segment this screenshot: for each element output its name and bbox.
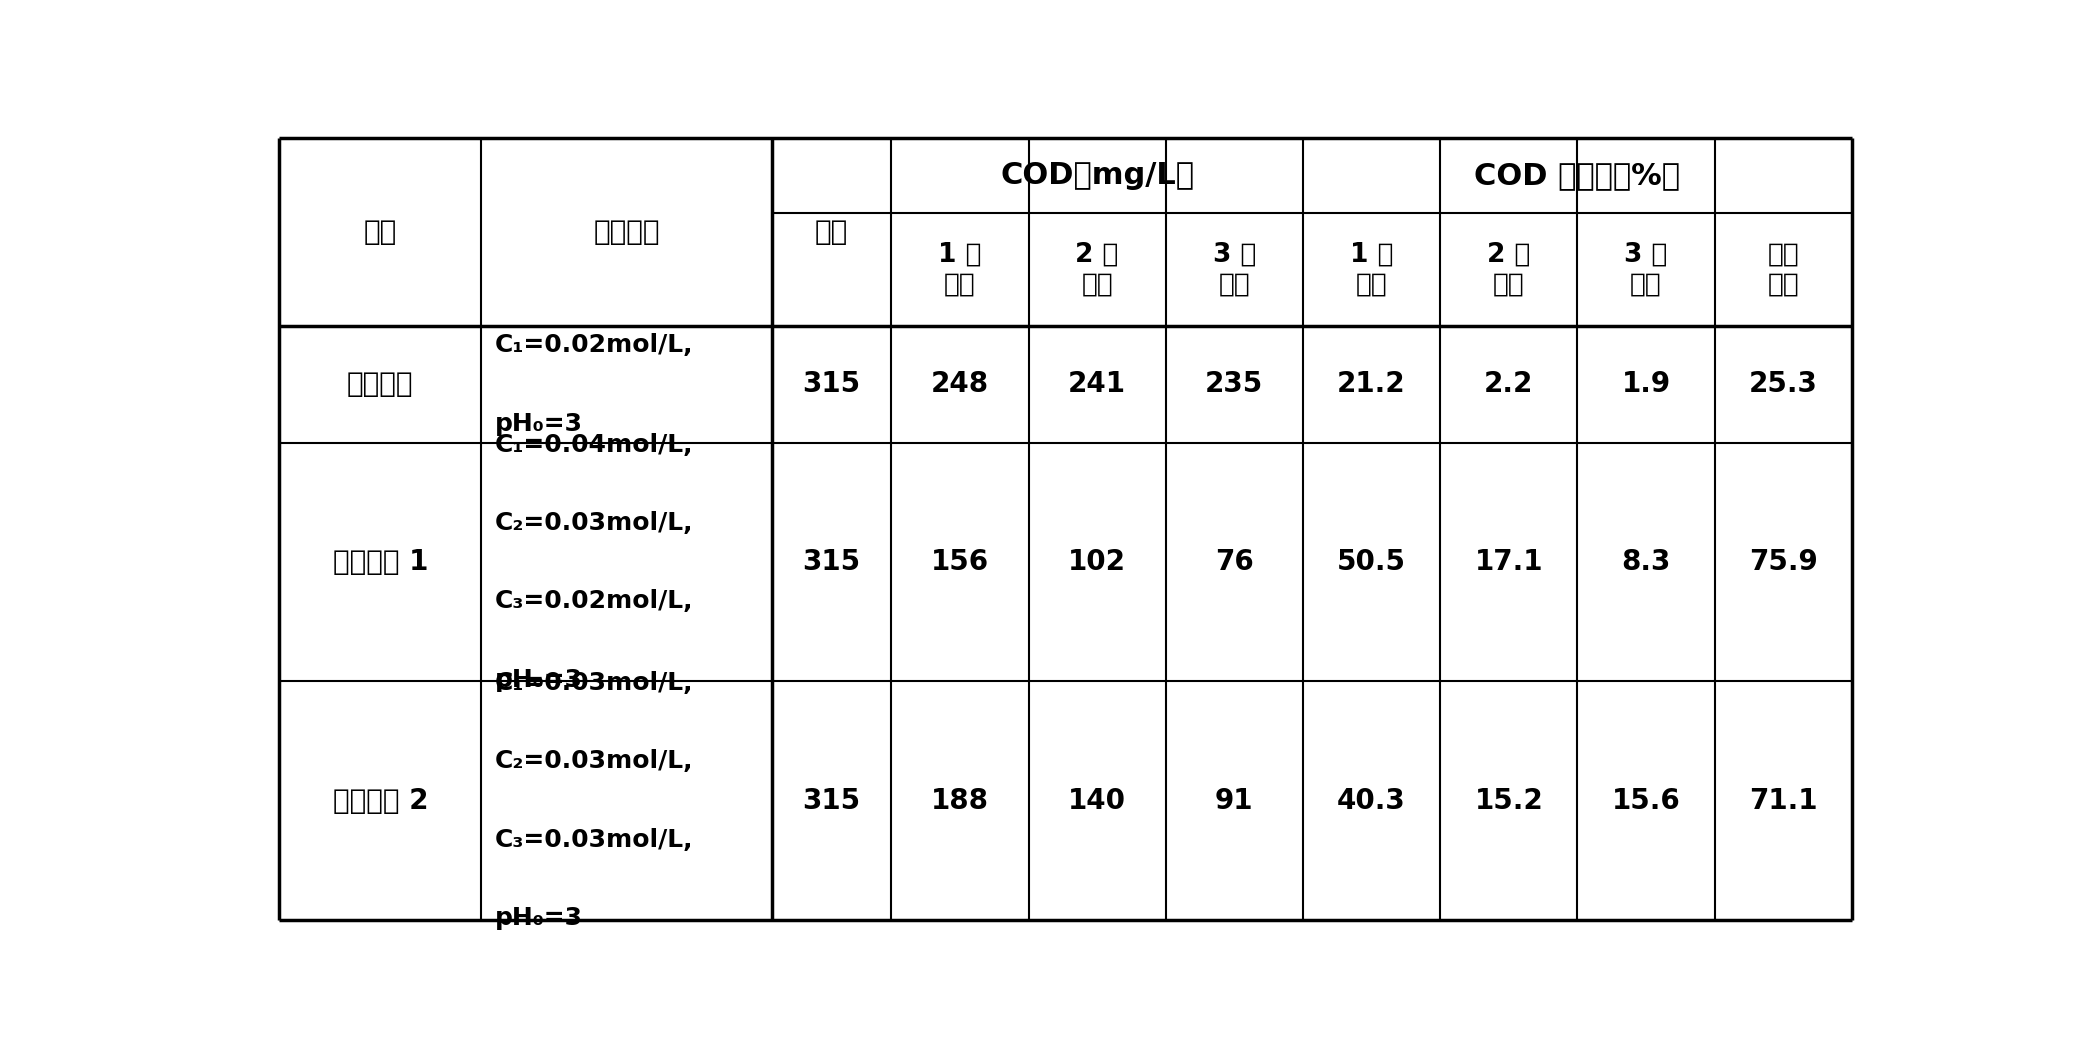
Text: C₁=0.04mol/L,

C₂=0.03mol/L,

C₃=0.02mol/L,

pH₀=3: C₁=0.04mol/L, C₂=0.03mol/L, C₃=0.02mol/L…: [495, 432, 692, 692]
Text: 名称: 名称: [364, 218, 397, 246]
Text: 248: 248: [931, 371, 990, 399]
Text: 315: 315: [802, 371, 861, 399]
Text: 2 级
出水: 2 级 出水: [1075, 242, 1119, 297]
Text: 315: 315: [802, 549, 861, 576]
Text: 25.3: 25.3: [1748, 371, 1817, 399]
Text: C₁=0.03mol/L,

C₂=0.03mol/L,

C₃=0.03mol/L,

pH₀=3: C₁=0.03mol/L, C₂=0.03mol/L, C₃=0.03mol/L…: [495, 671, 692, 930]
Text: 1 级
出水: 1 级 出水: [1349, 242, 1393, 297]
Text: 17.1: 17.1: [1474, 549, 1543, 576]
Text: 50.5: 50.5: [1337, 549, 1405, 576]
Text: 进水: 进水: [815, 218, 848, 246]
Text: 102: 102: [1069, 549, 1127, 576]
Text: 调整工艺 1: 调整工艺 1: [333, 549, 428, 576]
Text: 76: 76: [1214, 549, 1254, 576]
Text: 15.2: 15.2: [1474, 786, 1543, 815]
Text: 156: 156: [931, 549, 990, 576]
Text: COD 去除率（%）: COD 去除率（%）: [1474, 161, 1680, 190]
Text: COD（mg/L）: COD（mg/L）: [1000, 161, 1193, 190]
Text: 71.1: 71.1: [1748, 786, 1817, 815]
Text: 3 级
出水: 3 级 出水: [1624, 242, 1667, 297]
Text: C₁=0.02mol/L,

pH₀=3: C₁=0.02mol/L, pH₀=3: [495, 333, 692, 436]
Text: 315: 315: [802, 786, 861, 815]
Text: 1 级
出水: 1 级 出水: [938, 242, 981, 297]
Text: 调整工艺 2: 调整工艺 2: [333, 786, 428, 815]
Text: 2 级
出水: 2 级 出水: [1486, 242, 1530, 297]
Text: 40.3: 40.3: [1337, 786, 1405, 815]
Text: 235: 235: [1206, 371, 1264, 399]
Text: 21.2: 21.2: [1337, 371, 1405, 399]
Text: 3 级
出水: 3 级 出水: [1212, 242, 1256, 297]
Text: 140: 140: [1069, 786, 1127, 815]
Text: 241: 241: [1069, 371, 1127, 399]
Text: 188: 188: [931, 786, 990, 815]
Text: 75.9: 75.9: [1748, 549, 1817, 576]
Text: 原有工艺: 原有工艺: [347, 371, 414, 399]
Text: 工艺参数: 工艺参数: [593, 218, 659, 246]
Text: 2.2: 2.2: [1484, 371, 1534, 399]
Text: 总去
除率: 总去 除率: [1767, 242, 1798, 297]
Text: 91: 91: [1214, 786, 1254, 815]
Text: 1.9: 1.9: [1622, 371, 1672, 399]
Text: 8.3: 8.3: [1622, 549, 1672, 576]
Text: 15.6: 15.6: [1611, 786, 1680, 815]
